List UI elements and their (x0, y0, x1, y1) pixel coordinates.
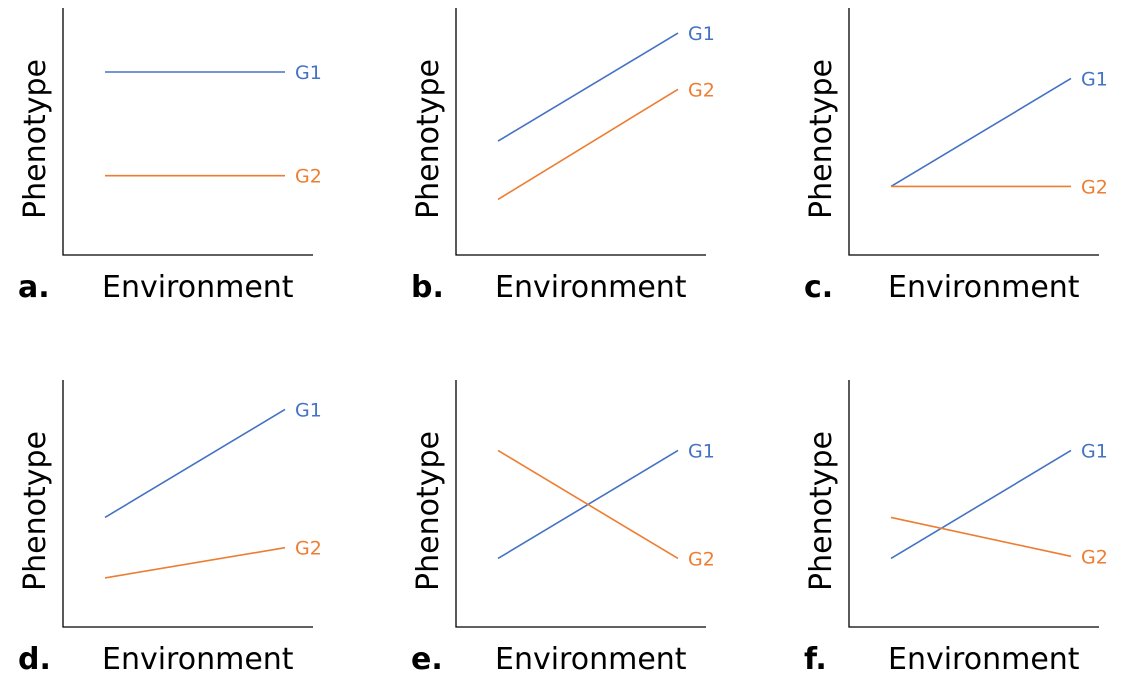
panel-c-ylabel: Phenotype (804, 59, 839, 219)
panel-f-letter: f. (804, 642, 827, 677)
panel-c-axes (848, 8, 1099, 256)
panel-c-letter: c. (804, 270, 833, 305)
panel-b-axes (455, 8, 706, 256)
panel-c-xlabel: Environment (888, 270, 1080, 305)
panel-b-g2-line (497, 88, 679, 201)
panel-f-g2-label: G2 (1081, 546, 1108, 568)
panel-a-g1-label: G1 (295, 62, 322, 84)
panel-e-ylabel: Phenotype (411, 431, 446, 591)
panel-e-g1-label: G1 (688, 440, 715, 462)
panel-b-letter: b. (411, 270, 444, 305)
panel-d-ylabel: Phenotype (18, 431, 53, 591)
panel-d-g1-label: G1 (295, 399, 322, 421)
panel-d-axes (62, 380, 313, 628)
panel-f-g1-line (890, 449, 1072, 560)
panel-c-g2-label: G2 (1081, 176, 1108, 198)
panel-f-g2-line (890, 516, 1072, 558)
panel-b-g1-line (497, 32, 679, 142)
panel-e-g2-label: G2 (688, 548, 715, 570)
panel-d-g1-line (104, 408, 286, 519)
panel-a-xlabel: Environment (102, 270, 294, 305)
panel-b-xlabel: Environment (495, 270, 687, 305)
panel-c-g1-line (890, 77, 1072, 188)
panel-f-g1-label: G1 (1081, 440, 1108, 462)
panel-f-xlabel: Environment (888, 642, 1080, 677)
panel-b-g2-label: G2 (688, 79, 715, 101)
panel-a-g2-label: G2 (295, 166, 322, 188)
panel-c-g1-label: G1 (1081, 68, 1108, 90)
panel-d: Phenotype d. Environment G1 G2 (18, 380, 322, 677)
panel-b: Phenotype b. Environment G1 G2 (411, 8, 715, 305)
panel-a-letter: a. (18, 270, 50, 305)
panel-f: Phenotype f. Environment G1 G2 (804, 380, 1108, 677)
panel-a-ylabel: Phenotype (18, 59, 53, 219)
panel-b-ylabel: Phenotype (411, 59, 446, 219)
panel-f-axes (848, 380, 1099, 628)
panel-e: Phenotype e. Environment G1 G2 (411, 380, 715, 677)
panel-e-axes (455, 380, 706, 628)
panel-a-axes (62, 8, 313, 256)
panel-b-g1-label: G1 (688, 23, 715, 45)
panel-e-letter: e. (411, 642, 443, 677)
panel-e-g2-line (497, 449, 679, 560)
panel-d-xlabel: Environment (102, 642, 294, 677)
panel-e-xlabel: Environment (495, 642, 687, 677)
panel-d-g2-line (104, 546, 286, 579)
panel-d-letter: d. (18, 642, 51, 677)
panel-d-g2-label: G2 (295, 538, 322, 560)
panel-f-ylabel: Phenotype (804, 431, 839, 591)
panel-c: Phenotype c. Environment G1 G2 (804, 8, 1108, 305)
panel-a: Phenotype a. Environment G1 G2 (18, 8, 322, 305)
